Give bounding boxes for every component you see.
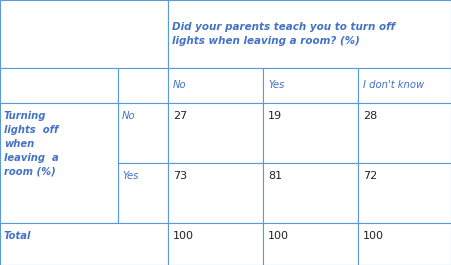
Text: 100: 100 bbox=[363, 231, 384, 241]
Bar bbox=[263, 68, 358, 103]
Bar bbox=[118, 103, 168, 163]
Text: Did your parents teach you to turn off
lights when leaving a room? (%): Did your parents teach you to turn off l… bbox=[172, 22, 395, 46]
Bar bbox=[0, 68, 118, 103]
Bar bbox=[358, 223, 451, 265]
Text: 100: 100 bbox=[268, 231, 289, 241]
Text: Yes: Yes bbox=[122, 171, 138, 181]
Text: No: No bbox=[173, 81, 187, 91]
Text: 28: 28 bbox=[363, 111, 377, 121]
Text: Total: Total bbox=[4, 231, 32, 241]
Bar bbox=[358, 163, 451, 223]
Text: 81: 81 bbox=[268, 171, 282, 181]
Bar bbox=[0, 0, 168, 68]
Bar bbox=[168, 223, 263, 265]
Text: 19: 19 bbox=[268, 111, 282, 121]
Bar bbox=[263, 223, 358, 265]
Text: 27: 27 bbox=[173, 111, 187, 121]
Bar bbox=[118, 68, 168, 103]
Text: Yes: Yes bbox=[268, 81, 285, 91]
Bar bbox=[168, 68, 263, 103]
Bar bbox=[168, 103, 263, 163]
Bar bbox=[358, 103, 451, 163]
Bar bbox=[263, 163, 358, 223]
Bar bbox=[168, 0, 451, 68]
Text: 72: 72 bbox=[363, 171, 377, 181]
Bar bbox=[263, 103, 358, 163]
Text: Turning
lights  off
when
leaving  a
room (%): Turning lights off when leaving a room (… bbox=[4, 111, 59, 177]
Text: I don't know: I don't know bbox=[363, 81, 424, 91]
Text: No: No bbox=[122, 111, 136, 121]
Bar bbox=[358, 68, 451, 103]
Bar bbox=[0, 223, 168, 265]
Bar bbox=[0, 103, 118, 223]
Text: 100: 100 bbox=[173, 231, 194, 241]
Bar bbox=[118, 163, 168, 223]
Bar bbox=[168, 163, 263, 223]
Text: 73: 73 bbox=[173, 171, 187, 181]
